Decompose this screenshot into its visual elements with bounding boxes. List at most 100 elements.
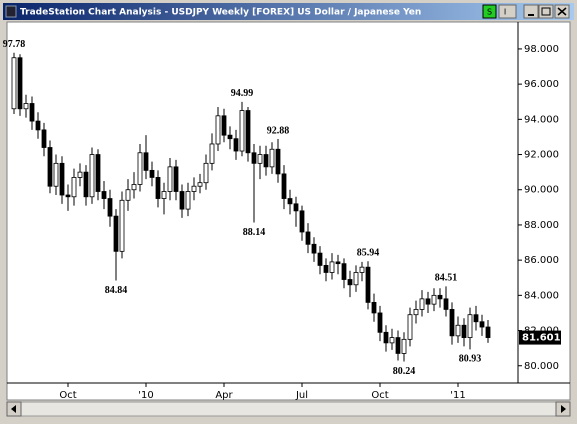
candle-body: [257, 154, 263, 164]
icon: [557, 7, 567, 16]
candle-body: [89, 154, 95, 198]
x-tick-label: Oct: [59, 390, 76, 401]
y-tick-label: 94.000: [524, 114, 559, 125]
candle-body: [185, 191, 191, 210]
candle-body: [473, 314, 479, 323]
icon: [11, 405, 16, 413]
candle-body: [53, 162, 59, 187]
candle-body: [455, 324, 461, 337]
candle-body: [221, 115, 227, 136]
candle-body: [419, 298, 425, 310]
candle-body: [179, 191, 185, 210]
scroll-track[interactable]: [6, 401, 571, 417]
low-annotation: 88.14: [243, 227, 266, 238]
candle-body: [323, 265, 329, 273]
last-price-box: [519, 330, 561, 345]
candle-body: [203, 162, 209, 184]
x-tick-label: Oct: [371, 390, 388, 401]
icon: [561, 405, 566, 413]
y-tick-label: 90.000: [524, 185, 559, 196]
candle-body: [311, 243, 317, 254]
candle-body: [23, 103, 29, 110]
high-annotation: 85.94: [357, 247, 380, 258]
candle-body: [479, 321, 485, 328]
candle-body: [41, 129, 47, 148]
candle-body: [95, 154, 101, 192]
candle-body: [143, 152, 149, 171]
candle-body: [131, 184, 137, 191]
candle-body: [125, 189, 131, 201]
candle-body: [107, 198, 113, 217]
candle-body: [167, 166, 173, 192]
candle-body: [227, 134, 233, 140]
candle-body: [437, 294, 443, 300]
candle-body: [353, 272, 359, 286]
y-tick-label: 84.000: [524, 290, 559, 301]
last-price-label: 81.601: [522, 333, 561, 344]
high-annotation: 84.51: [435, 273, 458, 284]
scrollbar[interactable]: [6, 401, 571, 417]
candle-body: [407, 314, 413, 340]
candle-body: [425, 298, 431, 305]
candle-body: [233, 138, 239, 152]
candle-body: [395, 337, 401, 354]
maximize[interactable]: [538, 4, 554, 19]
candle-body: [377, 312, 383, 333]
y-tick-label: 86.000: [524, 255, 559, 266]
window-title: TradeStation Chart Analysis - USDJPY Wee…: [20, 8, 421, 18]
candle-body: [113, 215, 119, 252]
i-button[interactable]: [498, 4, 517, 19]
high-annotation: 94.99: [231, 88, 254, 99]
candle-body: [209, 143, 215, 164]
candle-body: [461, 324, 467, 338]
high-annotation: 92.88: [267, 125, 290, 136]
candle-body: [443, 298, 449, 310]
x-tick-label: '11: [450, 390, 465, 401]
candle-body: [71, 177, 77, 198]
candle-body: [389, 337, 395, 344]
candle-body: [317, 252, 323, 266]
candle-body: [191, 185, 197, 192]
candle-body: [449, 309, 455, 337]
x-tick-label: Apr: [215, 390, 233, 401]
candle-body: [155, 177, 161, 199]
low-annotation: 80.93: [459, 354, 482, 365]
candle-body: [281, 173, 287, 199]
candle-body: [431, 294, 437, 305]
candle-body: [269, 148, 275, 168]
window-controls: [523, 4, 570, 19]
candle-body: [149, 169, 155, 178]
icon: [541, 7, 551, 16]
s-label: S: [487, 8, 492, 17]
candle-body: [137, 152, 143, 185]
candle-body: [215, 115, 221, 145]
candle-body: [11, 57, 17, 110]
candle-body: [161, 191, 167, 199]
candle-body: [467, 314, 473, 338]
minimize[interactable]: [523, 4, 539, 19]
chart-area: [6, 21, 571, 401]
candle-body: [83, 171, 89, 198]
s-button[interactable]: [482, 4, 497, 19]
low-annotation: 84.84: [105, 285, 128, 296]
candle-body: [335, 261, 341, 265]
candle-body: [485, 326, 491, 338]
candle-body: [341, 263, 347, 280]
candle-body: [65, 194, 71, 198]
high-annotation: 97.78: [3, 39, 26, 50]
y-tick-label: 80.000: [524, 361, 559, 372]
candle-body: [47, 147, 53, 187]
candle-body: [305, 231, 311, 245]
candle-body: [413, 309, 419, 316]
low-annotation: 80.24: [393, 366, 416, 377]
x-tick-label: Jul: [295, 390, 308, 401]
candle-body: [275, 148, 281, 175]
y-tick-label: 98.000: [524, 44, 559, 55]
y-tick-label: 92.000: [524, 150, 559, 161]
candle-body: [251, 152, 257, 164]
candle-body: [239, 110, 245, 152]
y-tick-label: 88.000: [524, 220, 559, 231]
candle-body: [29, 103, 35, 122]
